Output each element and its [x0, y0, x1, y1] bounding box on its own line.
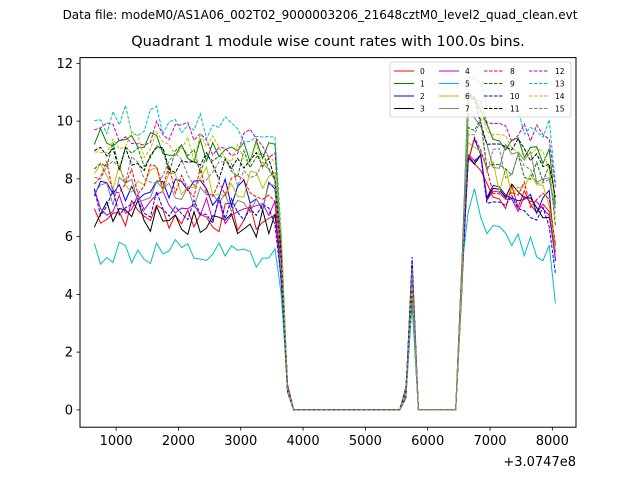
x-tick-label: 8000 — [536, 434, 569, 449]
legend-label-8: 8 — [510, 67, 515, 76]
x-tick-label: 7000 — [473, 434, 506, 449]
legend-label-14: 14 — [555, 92, 565, 101]
legend-label-15: 15 — [555, 104, 565, 113]
legend-label-11: 11 — [510, 104, 520, 113]
x-axis: 1000 2000 3000 4000 5000 6000 7000 8000 — [100, 427, 569, 449]
plot-frame — [79, 57, 577, 428]
y-tick-label: 6 — [65, 230, 73, 245]
series-line-4 — [93, 153, 556, 411]
legend-label-13: 13 — [555, 79, 565, 88]
series-line-7 — [93, 112, 556, 411]
series-line-2 — [93, 137, 556, 411]
figure-suptitle: Data file: modeM0/AS1A06_002T02_90000032… — [62, 8, 578, 22]
series-line-9 — [93, 117, 556, 411]
legend-label-7: 7 — [465, 104, 470, 113]
legend-box — [389, 61, 572, 118]
y-axis: 0 2 4 6 8 10 12 — [56, 57, 80, 418]
x-tick-label: 3000 — [224, 434, 257, 449]
legend-label-0: 0 — [420, 67, 425, 76]
x-tick-label: 1000 — [100, 434, 133, 449]
y-tick-label: 4 — [65, 288, 73, 303]
chart-title: Quadrant 1 module wise count rates with … — [131, 34, 525, 50]
x-tick-label: 4000 — [287, 434, 320, 449]
legend-label-12: 12 — [555, 67, 565, 76]
y-tick-label: 8 — [65, 172, 73, 187]
series-line-8 — [93, 135, 556, 411]
x-tick-label: 2000 — [162, 434, 195, 449]
legend-label-2: 2 — [420, 92, 425, 101]
y-tick-label: 10 — [56, 115, 73, 130]
y-tick-label: 12 — [56, 57, 73, 72]
series-lines — [93, 76, 556, 411]
series-line-5 — [93, 188, 556, 411]
series-line-1 — [93, 90, 556, 411]
y-tick-label: 0 — [65, 403, 73, 418]
legend-label-5: 5 — [465, 79, 470, 88]
legend-label-10: 10 — [510, 92, 520, 101]
legend-label-4: 4 — [465, 67, 470, 76]
x-tick-label: 6000 — [411, 434, 444, 449]
x-offset-label: +3.0747e8 — [503, 455, 576, 470]
y-tick-label: 2 — [65, 346, 73, 361]
legend-label-1: 1 — [420, 79, 425, 88]
x-tick-label: 5000 — [349, 434, 382, 449]
legend-label-3: 3 — [420, 104, 425, 113]
series-line-15 — [94, 118, 556, 411]
legend-label-9: 9 — [510, 79, 515, 88]
legend-label-6: 6 — [465, 92, 470, 101]
